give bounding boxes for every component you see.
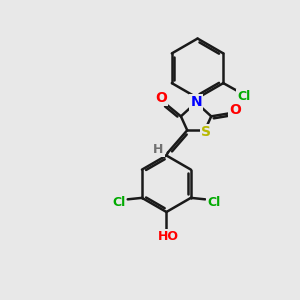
Text: Cl: Cl: [112, 196, 125, 209]
Text: S: S: [201, 125, 212, 139]
Text: Cl: Cl: [207, 196, 221, 209]
Text: N: N: [190, 95, 202, 110]
Text: HO: HO: [158, 230, 178, 243]
Text: O: O: [229, 103, 241, 117]
Text: O: O: [155, 91, 167, 105]
Text: H: H: [153, 143, 164, 156]
Text: Cl: Cl: [238, 90, 251, 103]
